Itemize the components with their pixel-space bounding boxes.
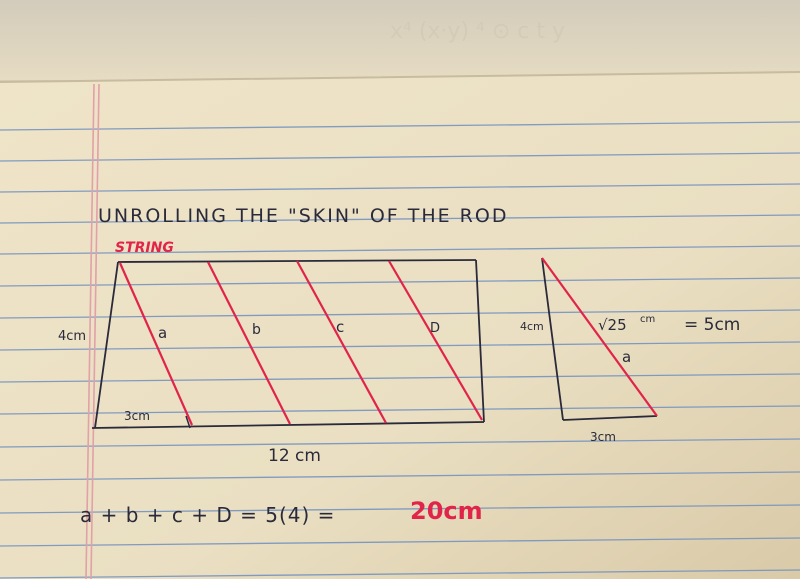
string-segments [118,260,483,426]
notebook-page [0,72,800,579]
equals-five-cm: = 5cm [684,315,740,335]
segment-label-d: D [430,321,440,336]
segment-label-b: b [252,322,261,338]
rect-width-label: 12 cm [268,446,321,466]
triangle-hypotenuse-label: a [622,348,631,366]
sqrt-unit: cm [640,314,655,325]
rule-lines [0,121,800,579]
triangle-base-label: 3cm [590,430,616,444]
sum-equation: a + b + c + D = 5(4) = [80,503,335,527]
segment-label-a: a [158,324,167,342]
string-label: STRING [115,240,174,256]
string-segment-c [296,260,387,424]
top-page [0,0,800,80]
sum-result: 20cm [410,497,483,525]
string-segment-b [207,261,291,425]
right-triangle [541,257,658,421]
margin-line [85,83,100,579]
string-segment-a [118,262,194,426]
svg-text:x⁴ (x·y) ⁴ ⊙ c t y: x⁴ (x·y) ⁴ ⊙ c t y [390,19,565,44]
sqrt-expression: √25 [598,316,627,334]
rect-height-label: 4cm [58,329,86,344]
string-segment-d [388,260,483,421]
unrolled-rectangle [91,259,485,429]
rect-segment-label: 3cm [124,409,150,423]
triangle-height-label: 4cm [520,320,544,333]
segment-label-c: c [336,318,344,336]
title-text: UNROLLING THE "SKIN" OF THE ROD [98,205,508,227]
